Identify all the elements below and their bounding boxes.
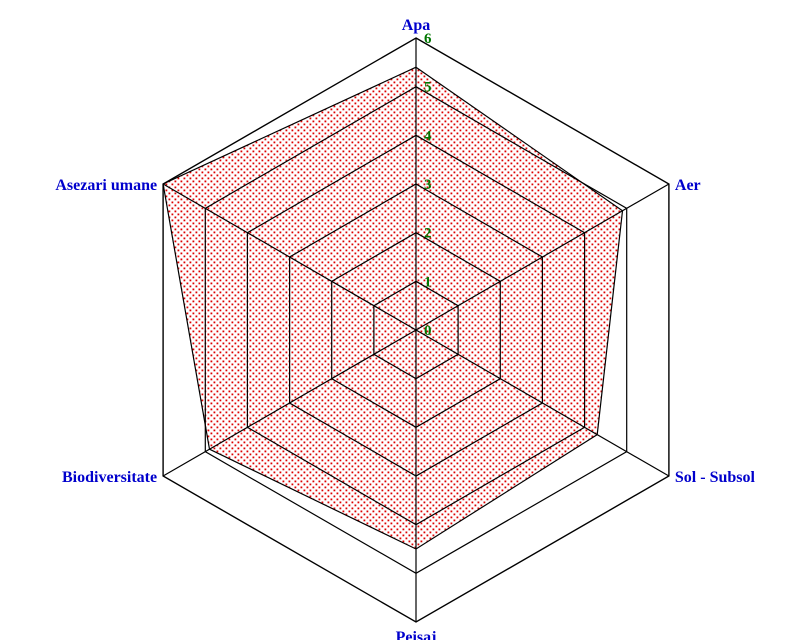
axis-label-asezari-umane: Asezari umane bbox=[55, 177, 157, 194]
series-area bbox=[162, 66, 624, 550]
tick-label-0: 0 bbox=[424, 323, 432, 339]
axis-label-biodiversitate: Biodiversitate bbox=[62, 469, 157, 486]
spoke-4 bbox=[162, 329, 417, 477]
tick-label-2: 2 bbox=[424, 226, 432, 242]
axis-label-aer: Aer bbox=[675, 177, 701, 194]
spoke-1 bbox=[415, 183, 670, 331]
spoke-5 bbox=[162, 183, 417, 331]
radar-spokes bbox=[162, 38, 670, 622]
tick-label-3: 3 bbox=[424, 177, 432, 193]
axis-label-peisaj: Peisaj bbox=[396, 629, 437, 640]
axis-labels: Apa Aer Sol - Subsol Peisaj Biodiversita… bbox=[55, 17, 755, 640]
tick-label-1: 1 bbox=[424, 274, 432, 290]
axis-label-apa: Apa bbox=[402, 17, 430, 34]
axis-label-sol-subsol: Sol - Subsol bbox=[675, 469, 756, 486]
radial-tick-labels: 0 1 2 3 4 5 6 bbox=[424, 31, 432, 339]
spoke-2 bbox=[415, 329, 670, 477]
tick-label-4: 4 bbox=[424, 128, 432, 144]
tick-label-5: 5 bbox=[424, 80, 432, 96]
tick-label-6: 6 bbox=[424, 31, 432, 47]
